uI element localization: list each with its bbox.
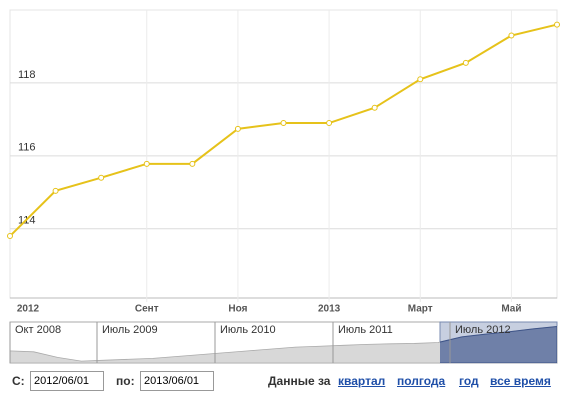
point (98, 174, 105, 181)
x-tick-label: Май (501, 304, 521, 315)
range-link[interactable]: полгода (397, 374, 446, 388)
point (234, 125, 241, 132)
navigator-label: Июль 2012 (455, 324, 511, 336)
navigator: Окт 2008 Июль 2009 Июль 2010 Июль 2011 Июль … (9, 321, 558, 364)
point (7, 233, 13, 240)
y-tick-label: 118 (18, 69, 36, 81)
x-tick-label: 2013 (318, 304, 341, 315)
navigator-area-selected (440, 325, 557, 363)
point (326, 120, 333, 127)
x-tick-label: Март (408, 304, 433, 315)
navigator-label: Июль 2009 (102, 324, 158, 336)
x-tick-label: Сент (135, 304, 159, 315)
point (554, 21, 560, 28)
chart: Окт 2008 Июль 2009 Июль 2010 Июль 2011 Июль … (7, 9, 560, 364)
navigator-label: Окт 2008 (15, 324, 61, 336)
point (417, 76, 424, 83)
point (143, 160, 150, 167)
point (280, 120, 287, 127)
point (462, 59, 469, 66)
navigator-label: Июль 2011 (338, 324, 393, 336)
point (189, 160, 196, 167)
range-link[interactable]: квартал (338, 374, 386, 388)
range-label: Данные за (268, 374, 331, 388)
x-tick-label: Ноя (228, 304, 247, 315)
to-input[interactable]: 2013/06/01 (140, 371, 214, 391)
x-tick-label: 2012 (17, 304, 40, 315)
point (508, 32, 515, 39)
navigator-label: Июль 2010 (220, 324, 276, 336)
range-link[interactable]: все время (490, 374, 551, 388)
point (52, 187, 59, 194)
controls: С: 2012/06/01 по: 2013/06/01 Данные за к… (0, 371, 568, 393)
plot-area (9, 9, 558, 299)
from-label: С: (12, 374, 25, 388)
from-input[interactable]: 2012/06/01 (30, 371, 104, 391)
y-tick-label: 116 (18, 142, 36, 154)
point (371, 104, 378, 111)
to-label: по: (116, 374, 135, 388)
range-link[interactable]: год (459, 374, 479, 388)
